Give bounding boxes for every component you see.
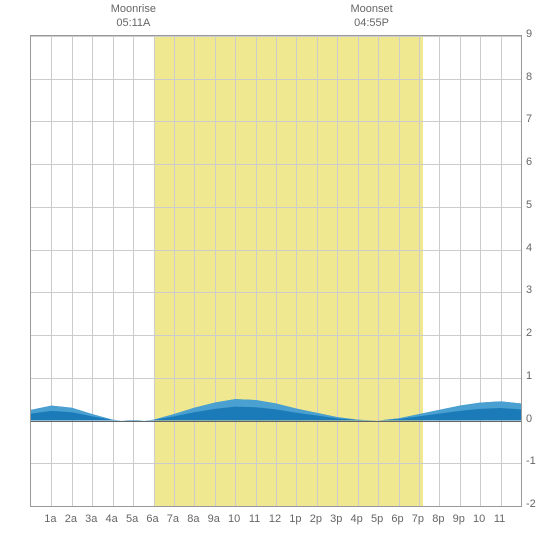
y-axis-label: 6: [526, 156, 546, 168]
moonrise-label: Moonrise 05:11A: [111, 2, 156, 31]
moonset-label: Moonset 04:55P: [350, 2, 392, 31]
x-axis-label: 7p: [408, 513, 428, 525]
y-axis-label: -2: [526, 498, 546, 510]
x-axis-label: 5a: [122, 513, 142, 525]
x-axis-label: 6a: [143, 513, 163, 525]
moonset-title: Moonset: [350, 3, 392, 15]
x-axis-label: 2a: [61, 513, 81, 525]
y-axis-label: 2: [526, 327, 546, 339]
x-axis-label: 3p: [326, 513, 346, 525]
x-axis-label: 2p: [306, 513, 326, 525]
x-axis-label: 6p: [388, 513, 408, 525]
y-axis-label: 0: [526, 413, 546, 425]
x-axis-label: 3a: [81, 513, 101, 525]
x-axis-label: 5p: [367, 513, 387, 525]
moon-event-header: Moonrise 05:11A Moonset 04:55P: [0, 0, 550, 35]
y-axis-label: 7: [526, 113, 546, 125]
y-axis-label: 4: [526, 242, 546, 254]
x-axis-label: 9a: [204, 513, 224, 525]
zero-line: [31, 421, 521, 422]
tide-curve: [31, 36, 521, 506]
x-axis-label: 7a: [163, 513, 183, 525]
y-axis-label: 5: [526, 199, 546, 211]
x-axis-label: 11: [490, 513, 510, 525]
x-axis-label: 1p: [285, 513, 305, 525]
moonset-time: 04:55P: [354, 17, 389, 29]
x-axis-label: 8p: [428, 513, 448, 525]
x-axis-label: 10: [469, 513, 489, 525]
x-axis-label: 4p: [347, 513, 367, 525]
y-axis-label: 3: [526, 284, 546, 296]
y-axis-label: -1: [526, 455, 546, 467]
x-axis-label: 8a: [183, 513, 203, 525]
x-axis-label: 1a: [40, 513, 60, 525]
grid-line-horizontal: [31, 506, 521, 507]
y-axis-label: 8: [526, 71, 546, 83]
moonrise-title: Moonrise: [111, 3, 156, 15]
x-axis-label: 9p: [449, 513, 469, 525]
moonrise-time: 05:11A: [116, 17, 150, 29]
x-axis-label: 4a: [102, 513, 122, 525]
plot-area: [30, 35, 522, 507]
x-axis-label: 12: [265, 513, 285, 525]
y-axis-label: 9: [526, 28, 546, 40]
x-axis-label: 10: [224, 513, 244, 525]
x-axis-label: 11: [245, 513, 265, 525]
tide-chart: Moonrise 05:11A Moonset 04:55P -2-101234…: [0, 0, 550, 550]
y-axis-label: 1: [526, 370, 546, 382]
